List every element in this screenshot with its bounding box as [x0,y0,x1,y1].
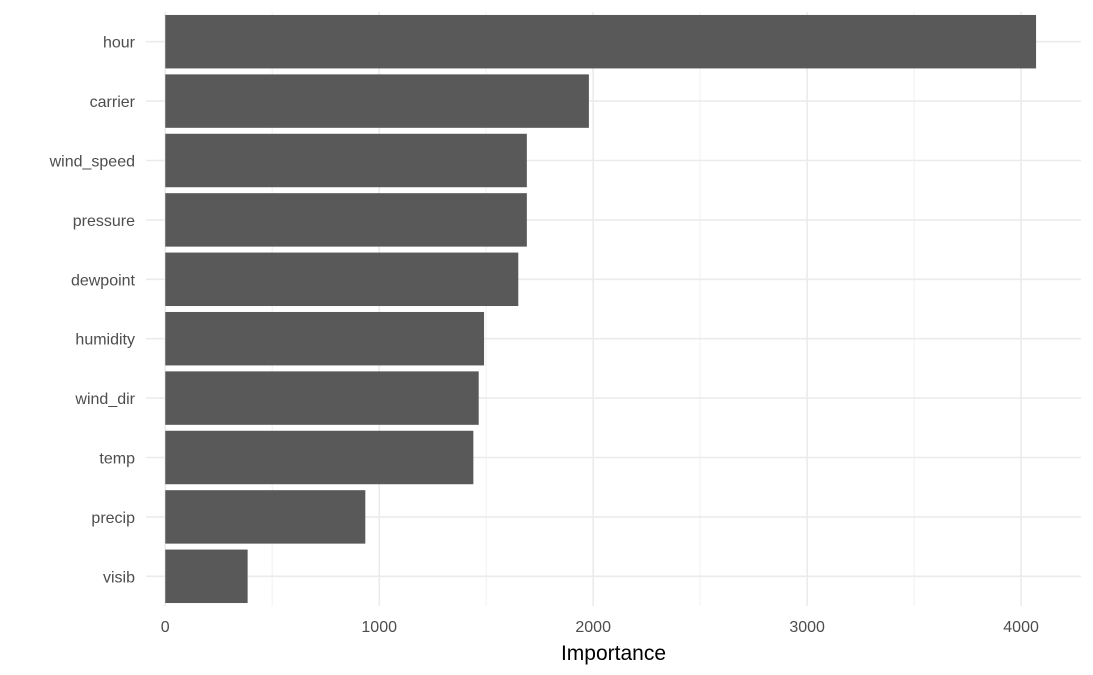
bar-humidity [165,311,485,366]
x-tick-label: 1000 [361,619,397,636]
x-axis-title: Importance [561,642,666,665]
y-tick-label-hour: hour [103,35,136,52]
bar-hour [165,14,1037,69]
bar-precip [165,490,366,544]
x-tick-label: 2000 [575,619,611,636]
y-tick-label-precip: precip [91,510,135,527]
bar-dewpoint [165,252,519,307]
x-tick-labels: 0 1000 2000 3000 4000 [161,619,1039,636]
y-tick-labels: hour carrier wind_speed pressure dewpoint hum… [49,35,136,587]
bar-carrier [165,74,589,128]
y-tick-label-dewpoint: dewpoint [71,272,136,289]
y-tick-label-wind-dir: wind_dir [74,391,135,408]
bar-wind-dir [165,371,479,425]
bar-wind-speed [165,133,527,188]
y-tick-label-carrier: carrier [90,94,136,111]
bar-pressure [165,193,527,247]
y-tick-label-wind-speed: wind_speed [49,154,135,171]
bars [165,14,1037,604]
y-tick-label-temp: temp [99,451,135,468]
x-tick-label: 3000 [789,619,825,636]
y-tick-label-pressure: pressure [73,213,135,230]
x-tick-label: 0 [161,619,170,636]
y-tick-label-humidity: humidity [75,332,135,349]
bar-temp [165,430,474,485]
x-tick-label: 4000 [1003,619,1039,636]
y-tick-label-visib: visib [103,569,135,586]
bar-visib [165,549,248,604]
